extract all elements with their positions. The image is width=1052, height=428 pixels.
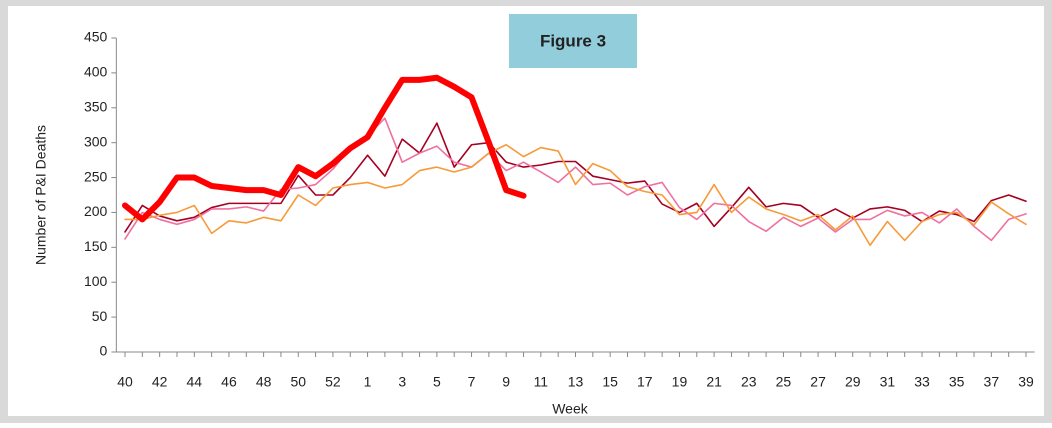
- line-series: [122, 74, 527, 223]
- line-series: [124, 143, 1027, 247]
- x-tick-label: 31: [880, 374, 896, 390]
- x-tick-label: 19: [672, 374, 688, 390]
- title-box: [509, 14, 637, 68]
- x-tick-label: 37: [984, 374, 1000, 390]
- x-axis-label: Week: [552, 401, 589, 417]
- y-tick-label: 0: [100, 343, 108, 359]
- y-tick-label: 400: [84, 64, 108, 80]
- y-tick-label: 250: [84, 168, 108, 184]
- x-tick-label: 50: [290, 374, 306, 390]
- x-tick-label: 44: [187, 374, 203, 390]
- x-tick-label: 13: [568, 374, 584, 390]
- y-tick-label: 150: [84, 238, 108, 254]
- y-tick-label: 100: [84, 273, 108, 289]
- x-tick-label: 40: [117, 374, 133, 390]
- x-tick-label: 17: [637, 374, 653, 390]
- x-tick-label: 11: [534, 374, 549, 390]
- y-tick-label: 350: [84, 98, 108, 114]
- line-series: [124, 122, 1027, 233]
- x-tick-label: 29: [845, 374, 861, 390]
- x-tick-label: 9: [502, 374, 510, 390]
- x-tick-label: 46: [221, 374, 237, 390]
- x-tick-label: 39: [1018, 374, 1034, 390]
- x-tick-label: 5: [433, 374, 441, 390]
- y-tick-label: 200: [84, 203, 108, 219]
- x-tick-label: 52: [325, 374, 341, 390]
- x-tick-label: 33: [914, 374, 930, 390]
- x-tick-label: 21: [706, 374, 722, 390]
- x-tick-label: 42: [152, 374, 168, 390]
- y-tick-label: 50: [92, 308, 108, 324]
- x-tick-label: 27: [810, 374, 826, 390]
- y-tick-label: 300: [84, 133, 108, 149]
- y-tick-label: 450: [84, 29, 108, 45]
- line-series: [124, 117, 1027, 242]
- x-tick-label: 48: [256, 374, 272, 390]
- chart-title: Figure 3: [540, 31, 606, 50]
- x-tick-label: 25: [776, 374, 792, 390]
- y-axis-label: Number of P&I Deaths: [33, 125, 49, 265]
- x-tick-label: 1: [364, 374, 372, 390]
- x-tick-label: 3: [398, 374, 406, 390]
- x-tick-label: 35: [949, 374, 965, 390]
- x-tick-label: 23: [741, 374, 757, 390]
- x-tick-label: 7: [468, 374, 476, 390]
- x-tick-label: 15: [602, 374, 618, 390]
